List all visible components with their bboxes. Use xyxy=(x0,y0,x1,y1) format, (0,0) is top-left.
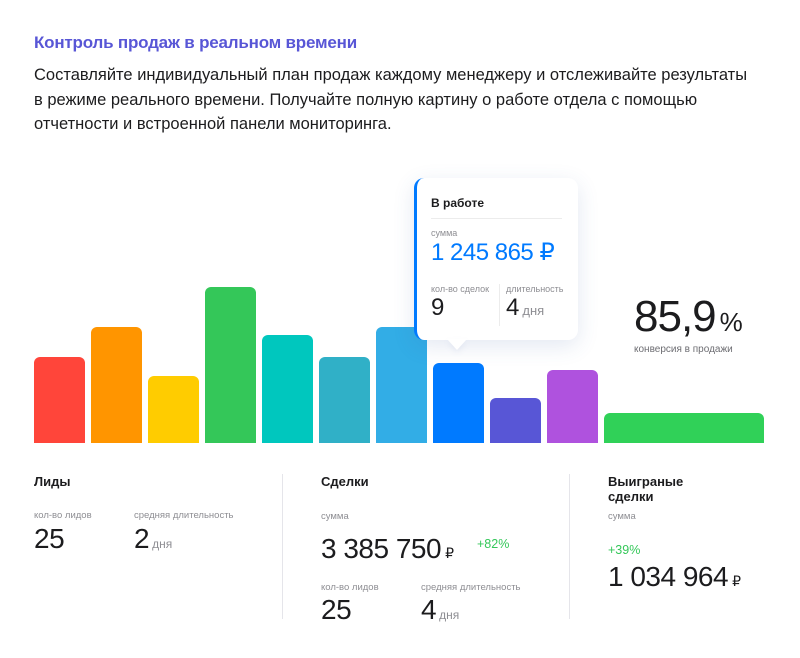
stat-won-title: Выиграные сделки xyxy=(608,474,788,504)
chart-bar[interactable] xyxy=(262,335,313,443)
tooltip-pointer-icon xyxy=(447,339,467,350)
leads-duration: 2 дня xyxy=(134,523,172,555)
won-currency: ₽ xyxy=(732,573,741,589)
tooltip-duration-unit: дня xyxy=(522,303,545,318)
tooltip-deals-value: 9 xyxy=(431,294,445,321)
won-delta: +39% xyxy=(608,543,641,557)
stat-deals-title: Сделки xyxy=(321,474,369,489)
leads-count-label: кол-во лидов xyxy=(34,510,92,521)
chart-bar[interactable] xyxy=(547,370,598,443)
won-sum: 1 034 964 ₽ xyxy=(608,561,741,593)
leads-count-value: 25 xyxy=(34,523,65,554)
stat-divider xyxy=(569,474,570,619)
bar-tooltip: В работе сумма 1 245 865 ₽ кол-во сделок… xyxy=(414,178,578,340)
deals-delta: +82% xyxy=(477,537,510,551)
tooltip-divider xyxy=(431,218,562,219)
deals-sum-label: сумма xyxy=(321,511,349,522)
chart-bar[interactable] xyxy=(205,287,256,443)
won-sum-label: сумма xyxy=(608,511,636,522)
chart-bar[interactable] xyxy=(604,413,764,443)
chart-bar[interactable] xyxy=(433,363,484,443)
tooltip-deals-label: кол-во сделок xyxy=(431,284,490,294)
won-title-line1: Выиграные xyxy=(608,474,684,489)
tooltip-duration-label: длительность xyxy=(506,284,564,294)
deals-duration-label: средняя длительность xyxy=(421,582,521,593)
deals-duration-unit: дня xyxy=(439,608,460,622)
won-title-line2: сделки xyxy=(608,489,654,504)
chart-bar[interactable] xyxy=(319,357,370,443)
stat-leads: Лиды кол-во лидов 25 средняя длительност… xyxy=(34,474,274,624)
section-title: Контроль продаж в реальном времени xyxy=(34,33,357,52)
tooltip-duration-value: 4 xyxy=(506,294,520,321)
won-sum-value: 1 034 964 xyxy=(608,561,729,592)
leads-duration-label: средняя длительность xyxy=(134,510,234,521)
deals-sum-value: 3 385 750 xyxy=(321,533,442,564)
conversion-unit: % xyxy=(719,307,743,337)
chart-bar[interactable] xyxy=(376,327,427,443)
tooltip-vertical-divider xyxy=(499,284,500,326)
conversion-label: конверсия в продажи xyxy=(634,344,733,355)
deals-duration-value: 4 xyxy=(421,594,437,625)
deals-duration: 4 дня xyxy=(421,594,459,626)
tooltip-sum-label: сумма xyxy=(431,228,458,238)
chart-bar[interactable] xyxy=(34,357,85,443)
tooltip-duration: 4 дня xyxy=(506,294,544,322)
stat-leads-title: Лиды xyxy=(34,474,71,489)
tooltip-sum-value: 1 245 865 ₽ xyxy=(431,239,555,266)
conversion-value: 85,9 xyxy=(634,292,717,341)
stat-won-deals: Выиграные сделки сумма +39% 1 034 964 ₽ xyxy=(608,474,788,624)
deals-sum: 3 385 750 ₽ xyxy=(321,533,454,565)
deals-count-value: 25 xyxy=(321,594,352,625)
section-description: Составляйте индивидуальный план продаж к… xyxy=(34,66,748,133)
sales-bar-chart xyxy=(34,287,764,443)
stat-deals: Сделки сумма 3 385 750 ₽ +82% кол-во лидо… xyxy=(321,474,561,626)
stat-divider xyxy=(282,474,283,619)
deals-currency: ₽ xyxy=(445,545,454,561)
leads-duration-value: 2 xyxy=(134,523,150,554)
leads-duration-unit: дня xyxy=(152,537,173,551)
deals-count-label: кол-во лидов xyxy=(321,582,379,593)
chart-bar[interactable] xyxy=(148,376,199,443)
conversion-rate: 85,9% xyxy=(634,292,743,342)
chart-bar[interactable] xyxy=(490,398,541,443)
tooltip-title: В работе xyxy=(431,196,484,210)
chart-bar[interactable] xyxy=(91,327,142,443)
